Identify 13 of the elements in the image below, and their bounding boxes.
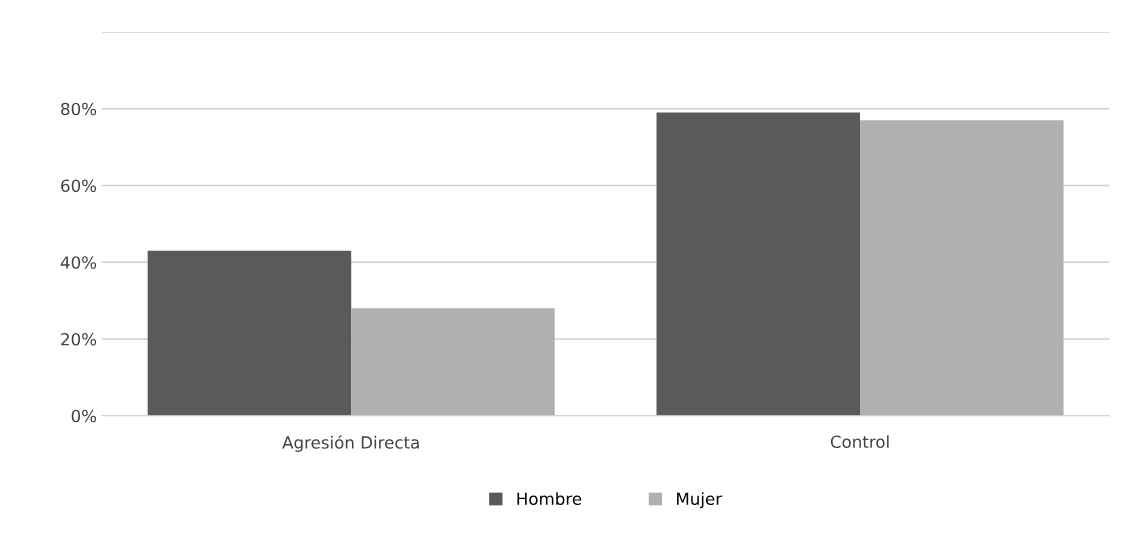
bar [656,112,861,416]
legend-label: Mujer [677,492,723,509]
bar [860,120,1064,416]
x-tick-label: Control [830,435,889,449]
bar [147,250,352,416]
y-tick-label: 0% [71,409,97,423]
y-tick-label: 40% [60,256,97,269]
y-tick-label: 60% [61,179,97,193]
y-tick-label: 80% [61,102,97,116]
x-tick-label: Agresión Directa [282,435,419,452]
y-tick-label: 20% [61,332,97,346]
bar [351,308,555,416]
legend-label: Hombre [517,492,582,506]
